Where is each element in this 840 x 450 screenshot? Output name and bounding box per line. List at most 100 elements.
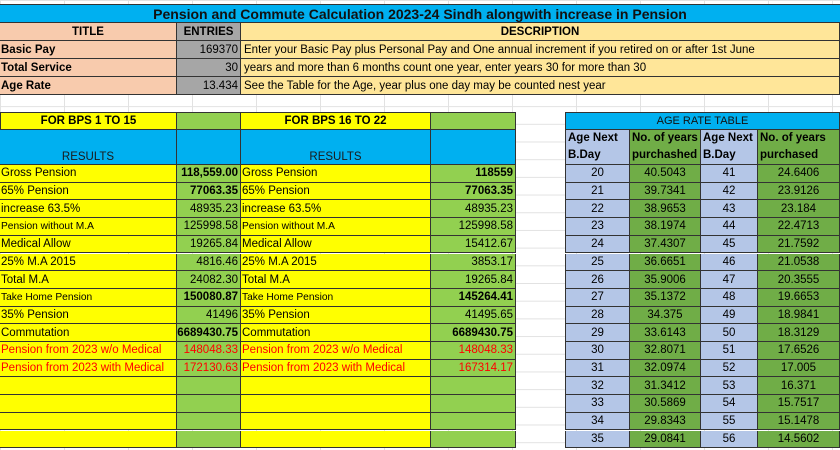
age-cell: 49 xyxy=(701,306,758,325)
result-label: Pension from 2023 w/o Medical xyxy=(0,342,177,360)
sheet-title: Pension and Commute Calculation 2023-24 … xyxy=(0,4,840,23)
years-purchased-cell: 29.0841 xyxy=(630,430,701,449)
title-column-header: TITLE xyxy=(0,23,177,41)
result-value: 77063.35 xyxy=(177,182,241,201)
result-value: 48935.23 xyxy=(177,200,241,219)
result-value: 19265.84 xyxy=(431,271,516,289)
age-cell: 32 xyxy=(565,377,630,396)
result-value xyxy=(177,377,241,396)
years-purchased-cell: 18.9841 xyxy=(758,306,840,325)
years-purchased-cell: 34.375 xyxy=(630,306,701,325)
years-purchased-cell: 21.0538 xyxy=(758,253,840,272)
result-label: Take Home Pension xyxy=(241,288,431,307)
years-purchased-cell: 14.5602 xyxy=(758,430,840,449)
result-label: Commutation xyxy=(0,324,177,342)
result-label: Pension from 2023 with Medical xyxy=(0,359,177,378)
bps-low-value-header xyxy=(177,112,241,130)
age-cell: 51 xyxy=(701,342,758,360)
age-table-header: No. of years purchased xyxy=(758,130,840,165)
age-cell: 28 xyxy=(565,306,630,325)
age-cell: 41 xyxy=(701,165,758,183)
years-purchased-cell: 16.371 xyxy=(758,377,840,396)
result-label: Pension from 2023 w/o Medical xyxy=(241,342,431,360)
result-value: 150080.87 xyxy=(177,288,241,307)
age-cell: 35 xyxy=(565,430,630,449)
years-purchased-cell: 23.184 xyxy=(758,200,840,219)
result-value: 125998.58 xyxy=(177,218,241,236)
result-value: 167314.17 xyxy=(431,359,516,378)
bps-high-results-value xyxy=(431,130,516,165)
years-purchased-cell: 36.6651 xyxy=(630,253,701,272)
age-table-header: Age Next B.Day xyxy=(565,130,630,165)
years-purchased-cell: 19.6653 xyxy=(758,288,840,307)
input-value-cell[interactable]: 169370 xyxy=(177,41,241,59)
years-purchased-cell: 35.1372 xyxy=(630,288,701,307)
years-purchased-cell: 29.8343 xyxy=(630,412,701,431)
age-cell: 56 xyxy=(701,430,758,449)
years-purchased-cell: 38.9653 xyxy=(630,200,701,219)
age-table-header: No. of years purchashed xyxy=(630,130,701,165)
result-label: Gross Pension xyxy=(241,165,431,183)
result-value: 41496 xyxy=(177,306,241,325)
result-label: increase 63.5% xyxy=(241,200,431,219)
entries-column-header: ENTRIES xyxy=(177,23,241,41)
bps-high-value-header xyxy=(431,112,516,130)
result-label xyxy=(241,430,431,449)
result-label xyxy=(0,412,177,431)
age-cell: 42 xyxy=(701,182,758,201)
age-cell: 22 xyxy=(565,200,630,219)
bps-low-header: FOR BPS 1 TO 15 xyxy=(0,112,177,130)
years-purchased-cell: 17.005 xyxy=(758,359,840,378)
result-value xyxy=(431,430,516,449)
bps-high-header: FOR BPS 16 TO 22 xyxy=(241,112,431,130)
result-value: 118,559.00 xyxy=(177,165,241,183)
result-value xyxy=(177,395,241,413)
years-purchased-cell: 32.0974 xyxy=(630,359,701,378)
age-cell: 33 xyxy=(565,395,630,413)
result-label: Total M.A xyxy=(241,271,431,289)
result-label xyxy=(241,395,431,413)
input-description: years and more than 6 months count one y… xyxy=(241,59,840,77)
years-purchased-cell: 17.6526 xyxy=(758,342,840,360)
result-label xyxy=(241,377,431,396)
result-value: 148048.33 xyxy=(177,342,241,360)
result-value xyxy=(431,412,516,431)
result-label: 35% Pension xyxy=(0,306,177,325)
years-purchased-cell: 35.9006 xyxy=(630,271,701,289)
result-value xyxy=(177,430,241,449)
years-purchased-cell: 15.1478 xyxy=(758,412,840,431)
result-label: 35% Pension xyxy=(241,306,431,325)
age-cell: 24 xyxy=(565,235,630,254)
years-purchased-cell: 18.3129 xyxy=(758,324,840,342)
input-label: Age Rate xyxy=(0,77,177,95)
age-cell: 27 xyxy=(565,288,630,307)
result-label: Medical Allow xyxy=(0,235,177,254)
years-purchased-cell: 24.6406 xyxy=(758,165,840,183)
age-cell: 43 xyxy=(701,200,758,219)
result-label xyxy=(241,412,431,431)
input-value-cell[interactable]: 30 xyxy=(177,59,241,77)
years-purchased-cell: 15.7517 xyxy=(758,395,840,413)
result-value: 15412.67 xyxy=(431,235,516,254)
years-purchased-cell: 22.4713 xyxy=(758,218,840,236)
result-value xyxy=(431,395,516,413)
result-label: Pension without M.A xyxy=(0,218,177,236)
input-description: See the Table for the Age, year plus one… xyxy=(241,77,840,95)
age-rate-table-title: AGE RATE TABLE xyxy=(565,112,840,130)
age-cell: 53 xyxy=(701,377,758,396)
result-label: Take Home Pension xyxy=(0,288,177,307)
result-value: 4816.46 xyxy=(177,253,241,272)
result-value: 19265.84 xyxy=(177,235,241,254)
result-label: Pension from 2023 with Medical xyxy=(241,359,431,378)
years-purchased-cell: 20.3555 xyxy=(758,271,840,289)
result-label: Total M.A xyxy=(0,271,177,289)
age-cell: 30 xyxy=(565,342,630,360)
years-purchased-cell: 37.4307 xyxy=(630,235,701,254)
input-value-cell[interactable]: 13.434 xyxy=(177,77,241,95)
result-label: 25% M.A 2015 xyxy=(0,253,177,272)
age-cell: 29 xyxy=(565,324,630,342)
age-cell: 44 xyxy=(701,218,758,236)
result-label: 65% Pension xyxy=(241,182,431,201)
result-label xyxy=(0,430,177,449)
input-description: Enter your Basic Pay plus Personal Pay a… xyxy=(241,41,840,59)
